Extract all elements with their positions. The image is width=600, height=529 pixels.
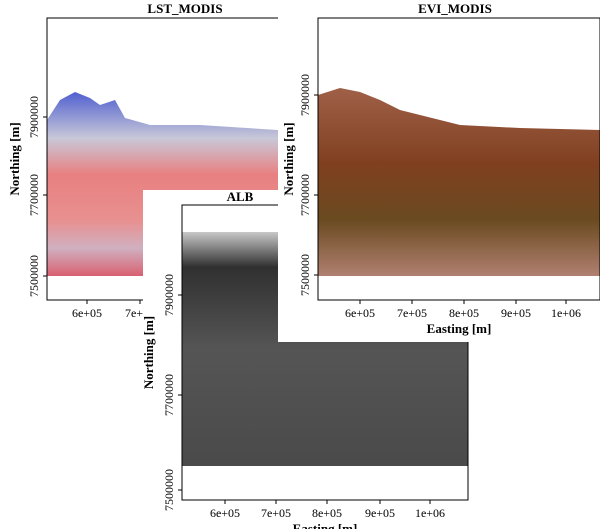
y-tick-label: 7700000 (162, 374, 176, 416)
x-tick-label: 7e+05 (261, 506, 291, 520)
x-tick-label: 1e+06 (415, 506, 445, 520)
x-tick-label: 9e+05 (501, 306, 531, 320)
panel-evi: EVI_MODIS 6e+05 7e+05 8e+05 9e+05 1e+06 750000… (278, 0, 600, 342)
panel-title: EVI_MODIS (418, 1, 492, 16)
y-tick-label: 7700000 (27, 174, 41, 216)
x-tick-label: 8e+05 (449, 306, 479, 320)
y-tick-label: 7900000 (27, 96, 41, 138)
y-tick-label: 7900000 (298, 74, 312, 116)
x-tick-label: 6e+05 (72, 306, 102, 320)
panel-title: LST_MODIS (147, 1, 222, 16)
y-tick-label: 7700000 (298, 174, 312, 216)
y-tick-label: 7500000 (27, 255, 41, 297)
y-axis-label: Northing [m] (281, 122, 296, 195)
y-axis-label: Northing [m] (141, 316, 156, 389)
x-tick-label: 6e+05 (210, 506, 240, 520)
x-tick-label: 9e+05 (365, 506, 395, 520)
y-tick-label: 7500000 (298, 254, 312, 296)
x-tick-label: 8e+05 (312, 506, 342, 520)
panel-title: ALB (227, 189, 254, 204)
y-tick-label: 7500000 (162, 469, 176, 511)
x-tick-label: 7e+05 (397, 306, 427, 320)
x-axis-label: Easting [m] (293, 521, 358, 529)
x-tick-label: 6e+05 (345, 306, 375, 320)
x-tick-label: 1e+06 (551, 306, 581, 320)
x-axis-label: Easting [m] (427, 321, 492, 336)
y-axis-label: Northing [m] (7, 122, 22, 195)
map-figure: LST_MODIS 6e+05 7e+05 7500000 7700000 7900000… (0, 0, 600, 529)
y-tick-label: 7900000 (162, 274, 176, 316)
